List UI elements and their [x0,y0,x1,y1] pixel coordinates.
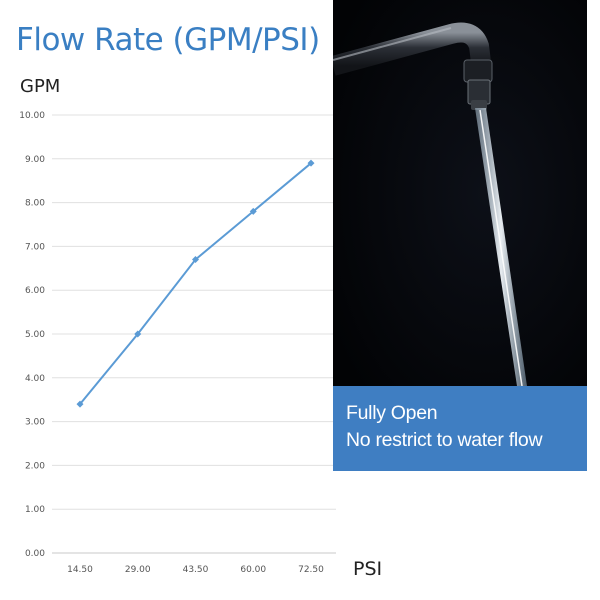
series-line [79,162,312,405]
y-tick-label: 4.00 [25,374,45,384]
y-tick-label: 1.00 [25,505,45,515]
x-axis-label: PSI [353,558,383,580]
y-tick-label: 8.00 [25,199,45,209]
caption-line-1: Fully Open [346,402,438,424]
y-tick-label: 2.00 [25,461,45,471]
x-tick-label: 43.50 [183,565,209,575]
x-tick-label: 72.50 [298,565,324,575]
y-tick-label: 3.00 [25,418,45,428]
y-axis-label: GPM [20,76,61,97]
faucet-photo [333,0,587,386]
chart-title: Flow Rate (GPM/PSI) [16,22,320,58]
data-point [134,330,142,338]
y-tick-label: 7.00 [25,242,45,252]
y-tick-label: 0.00 [25,549,45,559]
caption-line-2: No restrict to water flow [346,429,543,451]
data-point [249,207,257,215]
y-tick-label: 6.00 [25,286,45,296]
y-tick-label: 10.00 [19,111,45,121]
data-point [307,159,315,167]
x-tick-label: 60.00 [240,565,266,575]
caption-box: Fully Open No restrict to water flow [333,386,587,471]
data-point [76,400,84,408]
y-tick-label: 5.00 [25,330,45,340]
y-tick-label: 9.00 [25,155,45,165]
data-point [192,256,199,264]
x-tick-label: 29.00 [125,565,151,575]
x-tick-label: 14.50 [67,565,93,575]
